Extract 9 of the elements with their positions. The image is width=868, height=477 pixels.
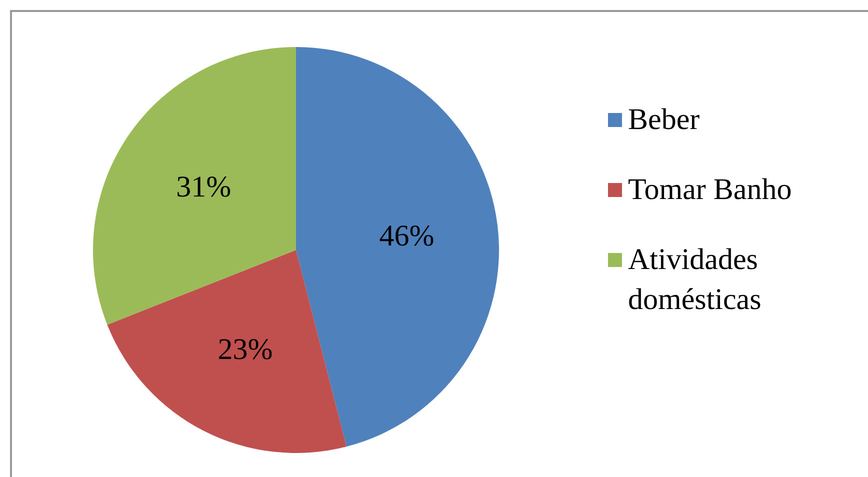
legend-label: Beber (628, 102, 700, 138)
data-label: 31% (176, 170, 232, 204)
pie-slice (296, 47, 499, 447)
legend-label: Tomar Banho (628, 172, 792, 208)
legend-label: Atividades domésticas (628, 242, 762, 318)
data-label: 46% (379, 220, 434, 253)
data-label: 23% (218, 332, 273, 366)
pie-slice (107, 250, 346, 453)
pie-slice (93, 47, 296, 325)
